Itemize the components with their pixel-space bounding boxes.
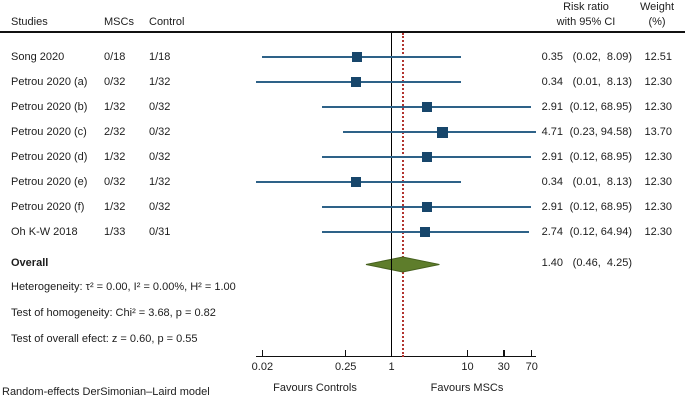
ci-value: (0.12, 68.95) (569, 150, 632, 163)
overall-rr-value: 1.40 (541, 257, 563, 269)
overall-estimate-line (401, 32, 404, 357)
rr-value: 0.34 (541, 75, 563, 88)
x-axis-tick (466, 350, 469, 356)
x-axis-tick (344, 350, 347, 356)
overall-ci-value: (0.46, 4.25) (572, 257, 632, 269)
control-value: 0/32 (149, 125, 171, 138)
col-header-weight-2: (%) (648, 16, 666, 28)
overall-effect-test: Test of overall efect: z = 0.60, p = 0.5… (11, 333, 198, 345)
effect-marker (421, 152, 432, 162)
x-axis-tick (503, 350, 505, 356)
rr-value: 0.35 (541, 50, 563, 63)
ci-value: (0.12, 64.94) (569, 225, 632, 238)
effect-marker (421, 102, 432, 112)
x-axis-tick-label: 70 (525, 361, 538, 373)
mscs-value: 1/32 (104, 150, 126, 163)
favours-controls-label: Favours Controls (273, 382, 357, 394)
x-axis-tick-label: 0.25 (335, 361, 357, 373)
control-value: 1/32 (149, 175, 171, 188)
control-value: 1/18 (149, 50, 171, 63)
ci-value: (0.12, 68.95) (569, 100, 632, 113)
rr-value: 4.71 (541, 125, 563, 138)
rr-value: 0.34 (541, 175, 563, 188)
effect-marker (437, 126, 449, 138)
study-label: Petrou 2020 (f) (11, 200, 85, 213)
overall-diamond-shape (365, 256, 440, 273)
control-value: 0/32 (149, 200, 171, 213)
weight-value: 12.30 (644, 175, 672, 188)
ci-value: (0.01, 8.13) (572, 175, 632, 188)
x-axis-tick (530, 350, 533, 356)
x-axis-line (256, 355, 536, 358)
col-header-control: Control (149, 16, 185, 28)
mscs-value: 0/32 (104, 175, 126, 188)
effect-marker (350, 177, 361, 187)
rr-value: 2.91 (541, 100, 563, 113)
col-header-risk-ratio-1: Risk ratio (563, 1, 609, 13)
homogeneity-test: Test of homogeneity: Chi² = 3.68, p = 0.… (11, 307, 216, 319)
ci-value: (0.01, 8.13) (572, 75, 632, 88)
favours-mscs-label: Favours MSCs (430, 382, 504, 394)
weight-value: 12.30 (644, 200, 672, 213)
control-value: 0/32 (149, 100, 171, 113)
col-header-risk-ratio-2: with 95% CI (556, 16, 616, 28)
col-header-mscs: MSCs (104, 16, 134, 28)
mscs-value: 0/18 (104, 50, 126, 63)
mscs-value: 0/32 (104, 75, 126, 88)
x-axis-tick-label: 30 (497, 361, 510, 373)
overall-diamond (365, 256, 440, 273)
mscs-value: 1/33 (104, 225, 126, 238)
control-value: 1/32 (149, 75, 171, 88)
control-value: 0/31 (149, 225, 171, 238)
model-footnote: Random-effects DerSimonian–Laird model (2, 386, 210, 398)
heterogeneity-stat: Heterogeneity: τ² = 0.00, I² = 0.00%, H²… (11, 281, 236, 293)
x-axis-tick-label: 1 (388, 361, 395, 373)
effect-marker (351, 52, 362, 62)
study-label: Petrou 2020 (b) (11, 100, 88, 113)
header-rule (0, 31, 685, 33)
effect-marker (419, 227, 430, 237)
col-header-weight-1: Weight (639, 1, 675, 13)
weight-value: 12.30 (644, 100, 672, 113)
overall-label: Overall (11, 257, 49, 269)
ci-value: (0.23, 94.58) (569, 125, 632, 138)
rr-value: 2.91 (541, 200, 563, 213)
effect-marker (350, 77, 361, 87)
mscs-value: 1/32 (104, 100, 126, 113)
weight-value: 12.51 (644, 50, 672, 63)
weight-value: 12.30 (644, 75, 672, 88)
weight-value: 13.70 (644, 125, 672, 138)
effect-marker (421, 202, 432, 212)
mscs-value: 1/32 (104, 200, 126, 213)
control-value: 0/32 (149, 150, 171, 163)
study-label: Petrou 2020 (c) (11, 125, 87, 138)
rr-value: 2.91 (541, 150, 563, 163)
rr-value: 2.74 (541, 225, 563, 238)
ci-value: (0.02, 8.09) (572, 50, 632, 63)
study-label: Petrou 2020 (a) (11, 75, 88, 88)
study-label: Oh K-W 2018 (11, 225, 78, 238)
study-label: Song 2020 (11, 50, 65, 63)
study-label: Petrou 2020 (e) (11, 175, 88, 188)
x-axis-tick (261, 350, 264, 356)
x-axis-tick-label: 0.02 (251, 361, 274, 373)
ci-value: (0.12, 68.95) (569, 200, 632, 213)
mscs-value: 2/32 (104, 125, 126, 138)
weight-value: 12.30 (644, 150, 672, 163)
reference-line (390, 32, 393, 357)
weight-value: 12.30 (644, 225, 672, 238)
study-label: Petrou 2020 (d) (11, 150, 88, 163)
col-header-studies: Studies (11, 16, 48, 28)
x-axis-tick-label: 10 (461, 361, 474, 373)
